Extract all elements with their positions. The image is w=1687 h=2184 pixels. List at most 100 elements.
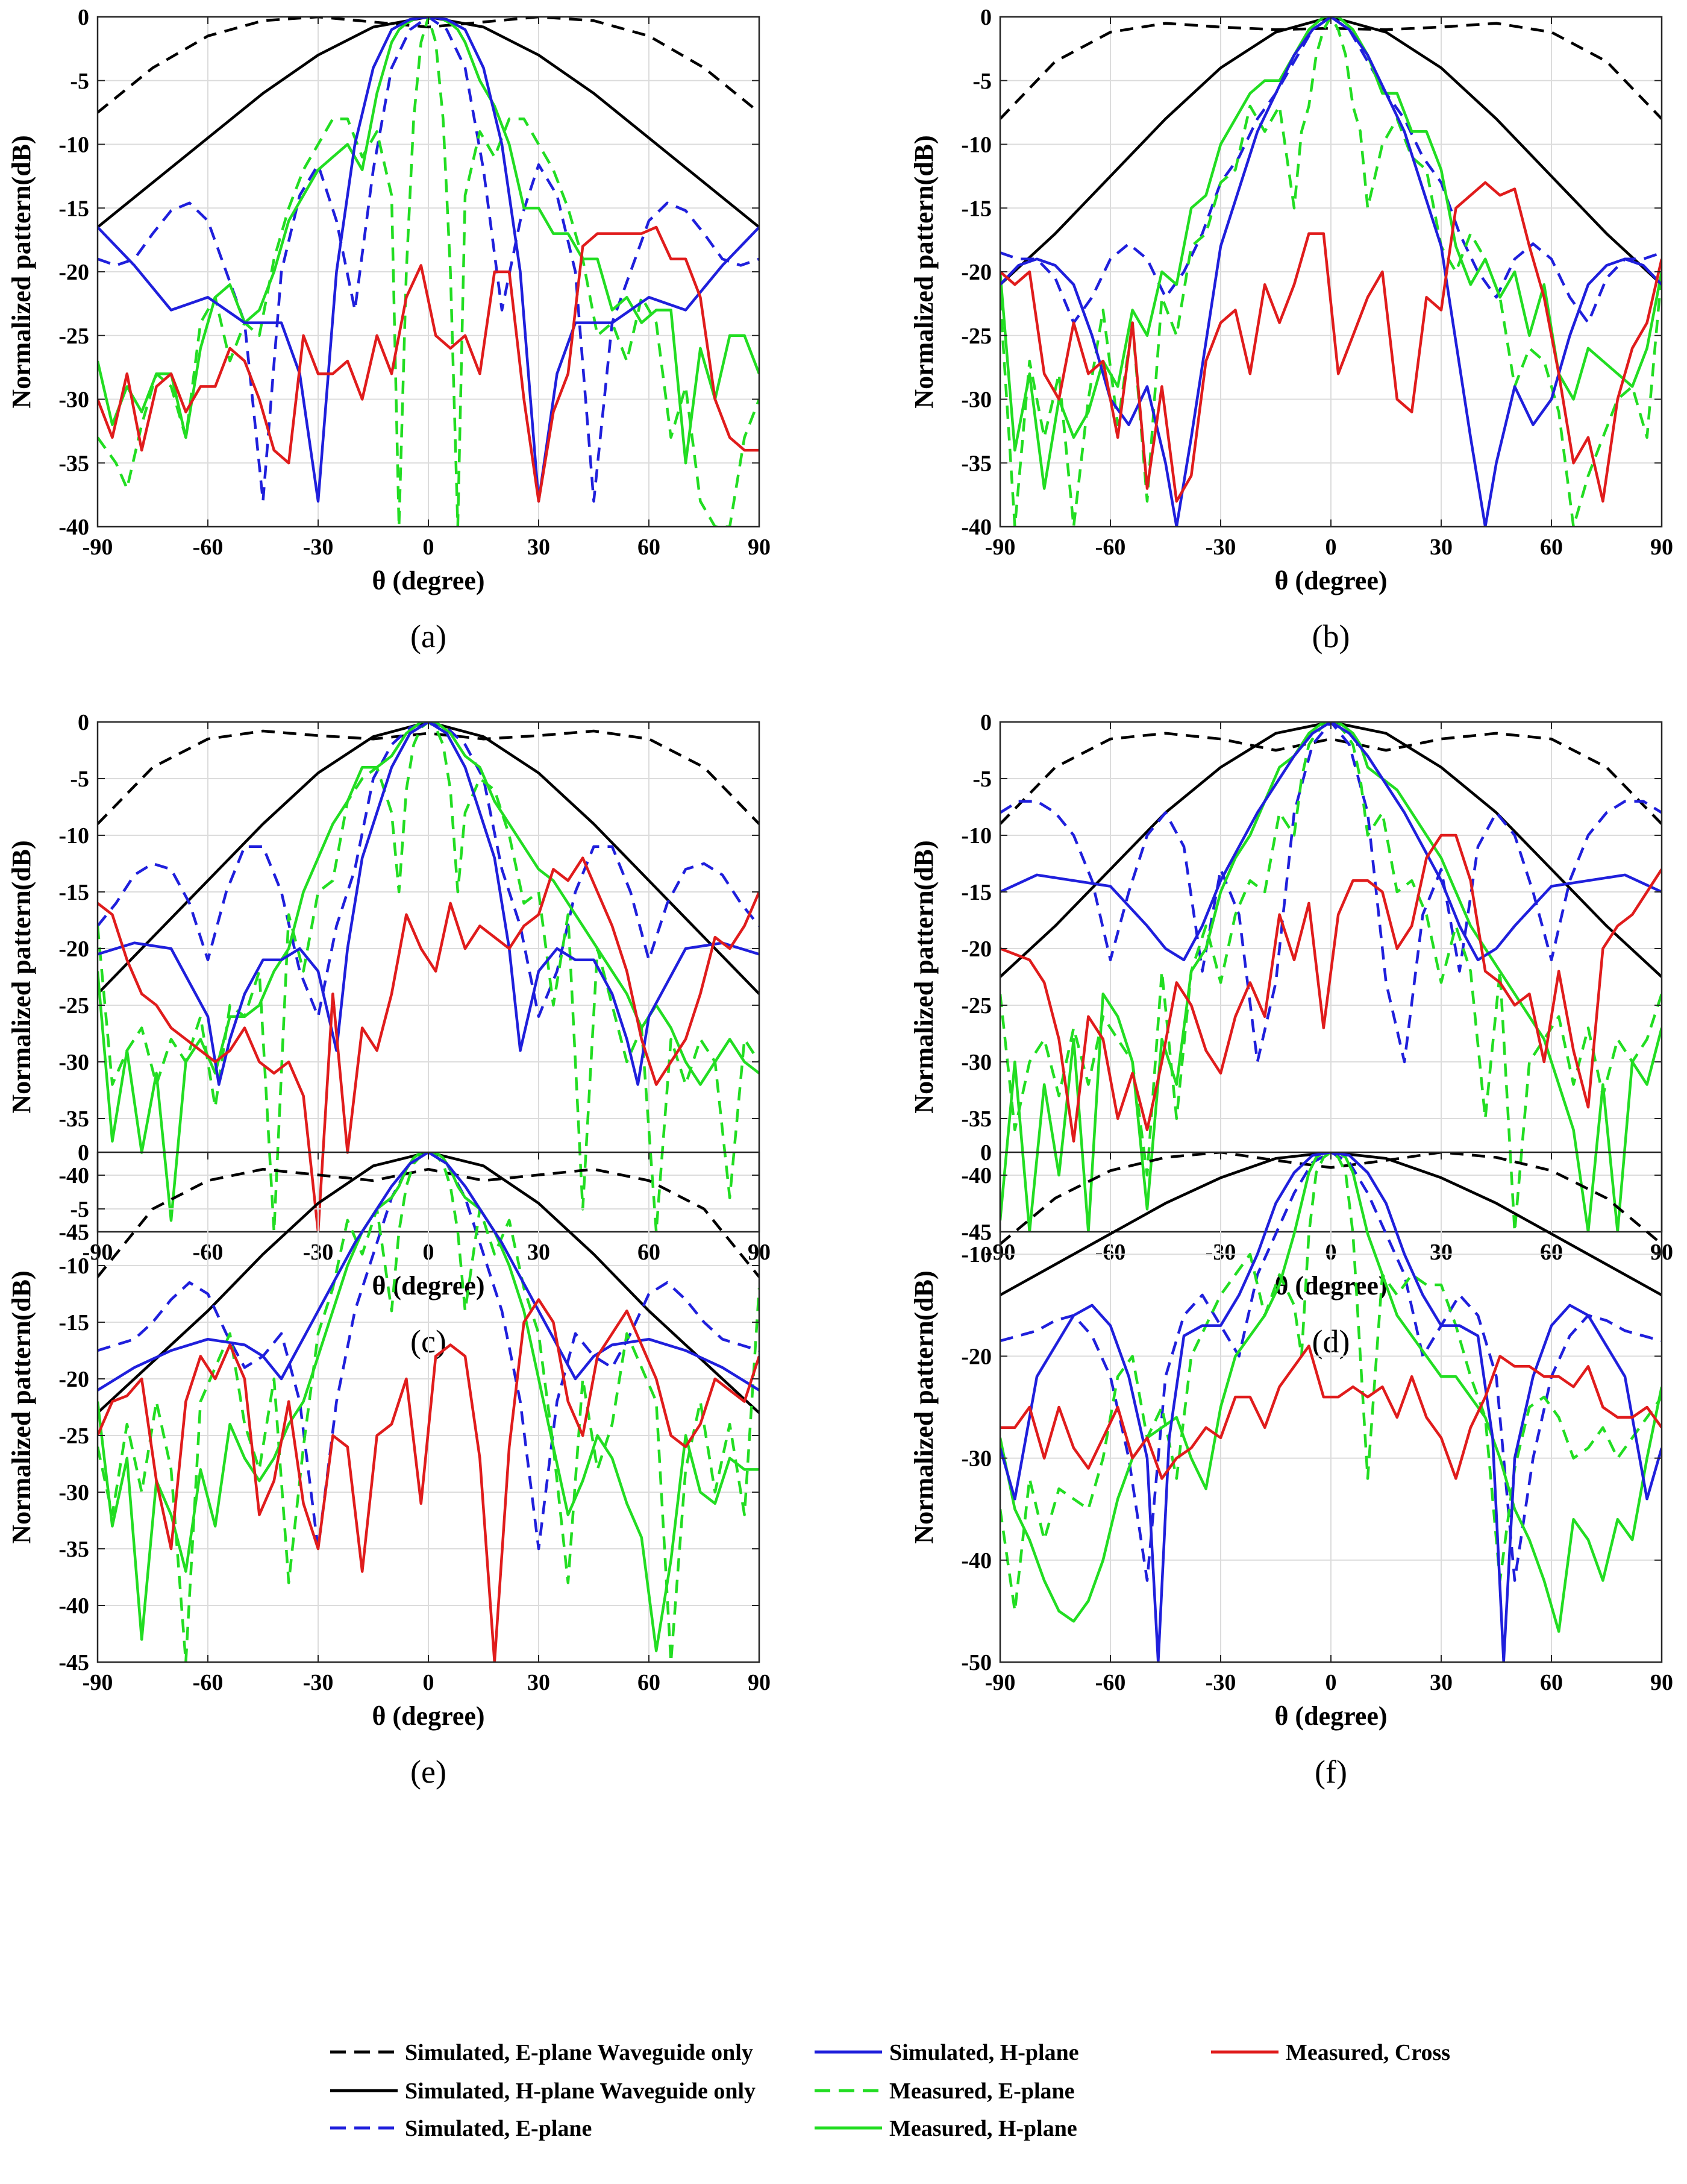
y-tick-label: -5 [70,1197,89,1222]
y-tick-label: -20 [58,937,89,962]
chart-panel-6: -90 -60 -30 0 30 60 90 0 -10 -20 -30 -40 -50 θ (degre… [909,1140,1673,1790]
y-tick-label: -25 [961,993,992,1018]
legend-label: Measured, H-plane [889,2116,1077,2141]
legend-item-meas_cross: Measured, Cross [1211,2040,1450,2065]
chart-panel-1: -90 -60 -30 0 30 60 90 0 -5 -10 -15 -20 -25 -30 -35 -40… [7,5,771,654]
series-line-sim_e_wg [1000,732,1662,825]
series-line-sim_h_wg [98,17,759,228]
y-axis-label: Normalized pattern(dB) [7,135,36,408]
x-tick-label: -30 [303,1670,334,1695]
x-tick-label: -30 [1206,1670,1236,1695]
x-tick-label: -90 [985,535,1016,560]
series-line-sim_e [98,722,759,1018]
y-tick-label: -30 [58,1050,89,1075]
x-tick-label: -30 [303,535,334,560]
x-tick-label: 60 [1540,535,1563,560]
legend: Simulated, E-plane Waveguide only Simulat… [330,2040,1450,2141]
y-axis-label: Normalized pattern(dB) [909,840,939,1113]
series-line-meas_e [1000,722,1662,1232]
series-line-sim_e [98,17,759,503]
legend-label: Measured, E-plane [889,2079,1075,2104]
legend-item-sim_h_wg: Simulated, H-plane Waveguide only [330,2079,756,2104]
series-line-meas_h [1000,17,1662,490]
series-line-meas_e [1000,17,1662,527]
y-tick-label: -50 [961,1650,992,1675]
y-tick-label: -20 [58,1367,89,1392]
series-line-meas_h [1000,722,1662,1232]
series-line-sim_h [1000,17,1662,527]
x-tick-label: -60 [1095,1670,1126,1695]
series-line-sim_h_wg [98,1152,759,1414]
x-tick-label: 0 [1326,535,1337,560]
y-tick-label: -30 [58,1480,89,1505]
y-tick-label: -35 [58,1537,89,1562]
series-line-meas_h [98,17,759,465]
series-line-meas_h [98,1152,759,1652]
y-tick-label: -10 [961,823,992,849]
x-tick-label: 90 [1650,1670,1673,1695]
series-line-sim_e [98,1152,759,1551]
y-tick-label: -30 [58,388,89,413]
y-tick-label: -10 [961,1242,992,1267]
y-axis-label: Normalized pattern(dB) [7,1270,36,1543]
chart-panel-3: -90 -60 -30 0 30 60 900-5-10-15-20-25-30-35-40… [7,710,771,1360]
y-axis-label: Normalized pattern(dB) [909,1270,939,1543]
series-line-sim_e [1000,17,1662,324]
legend-item-sim_e_wg: Simulated, E-plane Waveguide only [330,2040,753,2065]
panel-caption: (e) [410,1754,446,1790]
x-tick-label: 30 [527,535,550,560]
x-tick-label: 0 [423,535,434,560]
y-tick-label: -25 [58,1423,89,1449]
x-tick-label: -60 [193,535,224,560]
y-axis-label: Normalized pattern(dB) [7,840,36,1113]
y-tick-label: -10 [961,133,992,158]
x-axis-label: θ (degree) [372,566,484,595]
y-tick-label: -20 [961,937,992,962]
x-tick-label: -90 [83,535,113,560]
y-tick-label: 0 [78,5,89,30]
legend-item-meas_h: Measured, H-plane [815,2116,1077,2141]
series-line-sim_h_wg [1000,17,1662,286]
panel-caption: (b) [1312,618,1350,654]
x-tick-label: 30 [1430,535,1453,560]
series-line-sim_e_wg [98,1167,759,1278]
series-line-sim_e_wg [98,729,759,825]
y-tick-label: -25 [58,993,89,1018]
y-tick-label: -15 [58,1310,89,1335]
series-line-sim_h [1000,1152,1662,1662]
y-tick-label: -35 [58,1106,89,1132]
series-line-meas_e [98,17,759,527]
x-tick-label: -60 [193,1670,224,1695]
series-line-sim_e_wg [1000,22,1662,120]
y-tick-label: -15 [961,880,992,905]
y-tick-label: -40 [58,1163,89,1188]
x-tick-label: 30 [1430,1670,1453,1695]
chart-panel-2: -90 -60 -30 0 30 60 90 0 -5 -10 -15 -20 -25 -30 -35 -40… [909,5,1673,654]
y-tick-label: 0 [980,5,992,30]
x-tick-label: 60 [1540,1670,1563,1695]
series-line-meas_e [98,1152,759,1662]
legend-item-sim_e: Simulated, E-plane [330,2116,592,2141]
x-axis-label: θ (degree) [1274,566,1387,595]
y-tick-label: -30 [961,1050,992,1075]
series-line-sim_h_wg [1000,722,1662,978]
series-line-sim_e_wg [1000,1152,1662,1246]
y-tick-label: 0 [78,710,89,735]
y-axis-label: Normalized pattern(dB) [909,135,939,408]
y-tick-label: 0 [78,1140,89,1166]
panel-caption: (f) [1315,1754,1347,1790]
series-line-sim_h [98,1152,759,1392]
series-line-meas_cross [98,225,759,503]
x-tick-label: 90 [1650,535,1673,560]
series-line-meas_cross [1000,833,1662,1143]
legend-label: Simulated, H-plane Waveguide only [405,2079,756,2104]
y-tick-label: -30 [961,388,992,413]
x-tick-label: 30 [527,1670,550,1695]
series-line-meas_cross [1000,1345,1662,1480]
chart-panel-4: -90 -60 -30 0 30 60 900-5-10-15-20-25-30-35-40… [909,710,1673,1360]
x-tick-label: 0 [423,1670,434,1695]
y-tick-label: -40 [58,1593,89,1619]
y-tick-label: -30 [961,1446,992,1472]
y-tick-label: -40 [58,515,89,540]
